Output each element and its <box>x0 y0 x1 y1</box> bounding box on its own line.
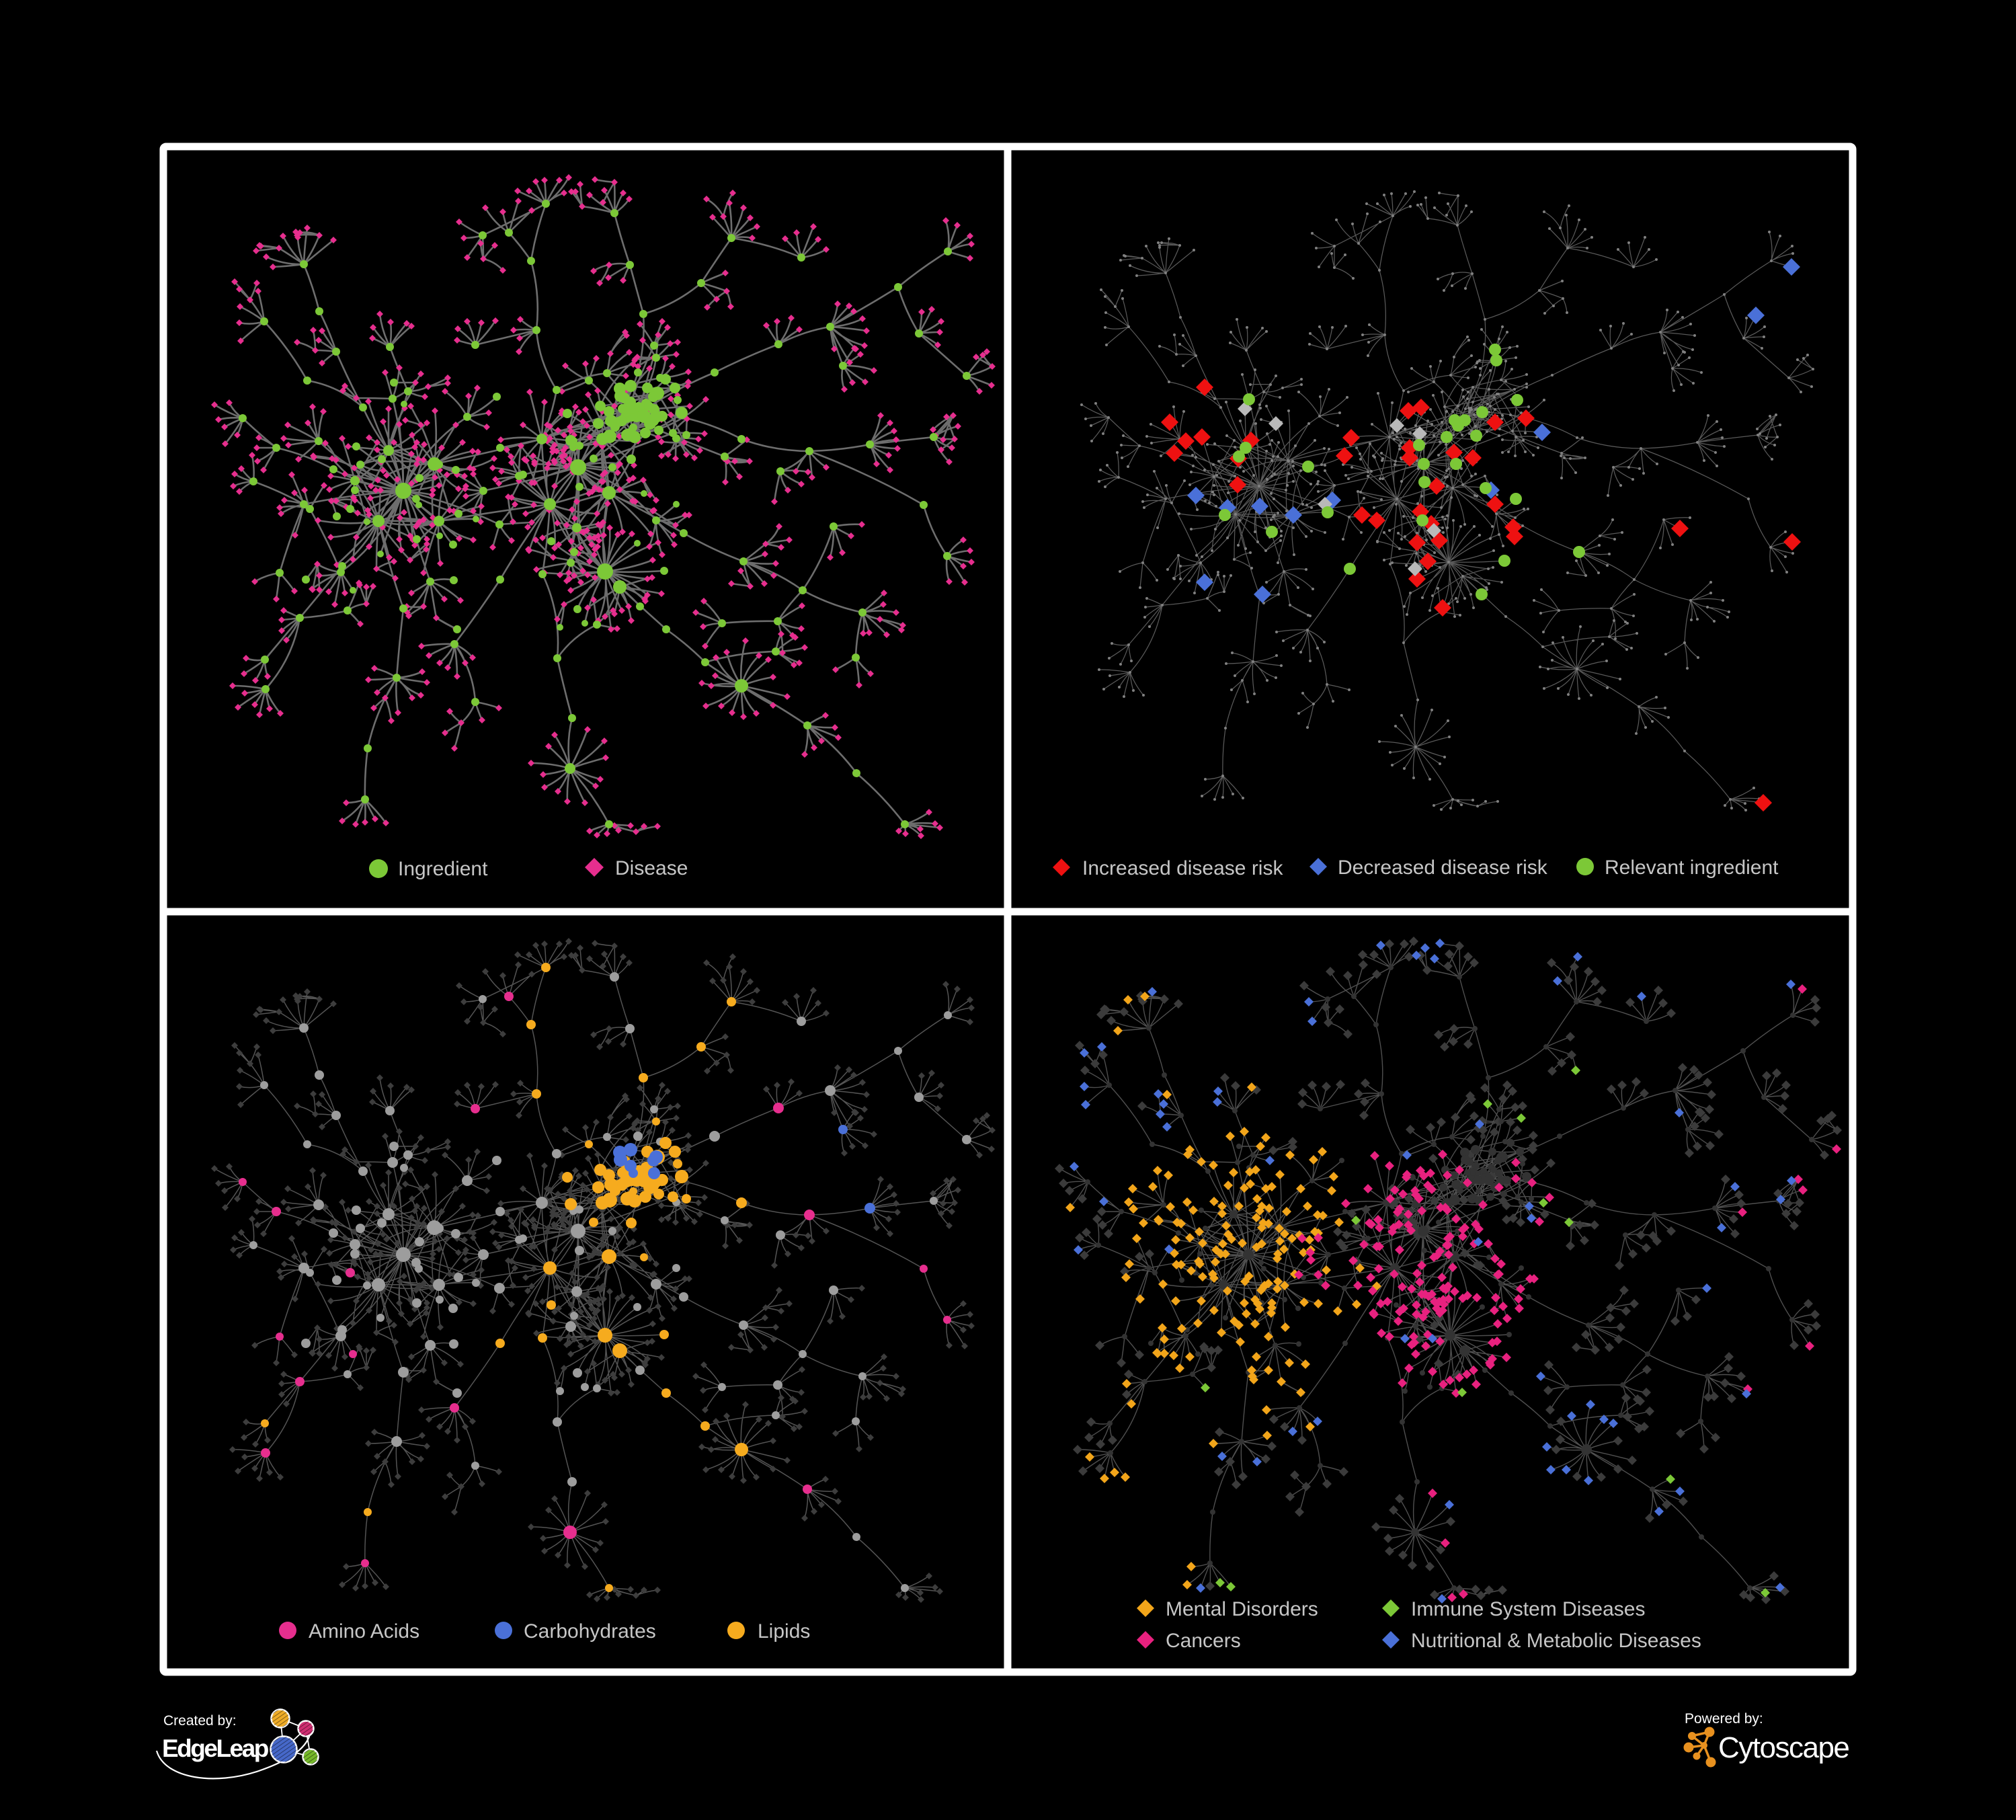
svg-text:Ingredient: Ingredient <box>398 858 488 880</box>
svg-text:Amino Acids: Amino Acids <box>309 1620 419 1643</box>
svg-text:Created by:: Created by: <box>163 1713 237 1729</box>
svg-text:Decreased disease risk: Decreased disease risk <box>1338 857 1548 879</box>
svg-text:Disease: Disease <box>615 857 688 879</box>
svg-text:Immune System Diseases: Immune System Diseases <box>1411 1598 1645 1620</box>
svg-text:Cytoscape: Cytoscape <box>1718 1731 1849 1764</box>
svg-text:Carbohydrates: Carbohydrates <box>524 1620 656 1643</box>
svg-text:Lipids: Lipids <box>758 1620 810 1643</box>
svg-text:Relevant ingredient: Relevant ingredient <box>1605 857 1779 879</box>
svg-text:Increased disease risk: Increased disease risk <box>1082 857 1283 879</box>
svg-text:Mental Disorders: Mental Disorders <box>1166 1598 1318 1620</box>
svg-text:Powered by:: Powered by: <box>1685 1711 1763 1727</box>
svg-text:Cancers: Cancers <box>1166 1630 1241 1652</box>
svg-text:Nutritional & Metabolic Diseas: Nutritional & Metabolic Diseases <box>1411 1630 1701 1652</box>
svg-text:EdgeLeap: EdgeLeap <box>162 1735 269 1762</box>
